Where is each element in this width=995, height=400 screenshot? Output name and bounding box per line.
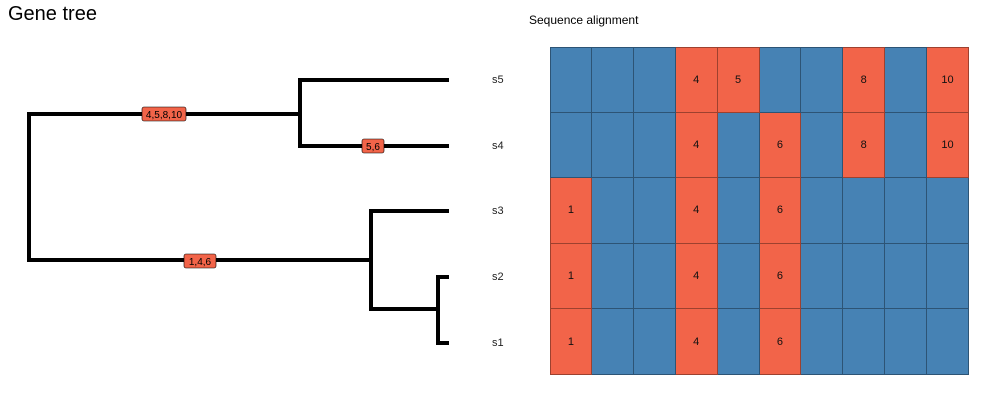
branch-label: 4,5,8,10 [141,106,187,122]
alignment-cell [633,47,676,113]
alignment-cell: 8 [843,47,886,113]
alignment-cell [843,309,886,375]
tip-label: s4 [492,140,504,152]
alignment-cell [591,178,634,244]
alignment-cell [717,243,760,310]
alignment-cell: 6 [759,309,802,375]
alignment-cell [927,178,969,244]
alignment-cell [885,178,928,244]
alignment-cell: 8 [843,112,886,179]
alignment-cell: 6 [759,178,802,244]
alignment-cell [591,309,634,375]
alignment-cell [801,112,844,179]
alignment-cell [550,112,592,179]
alignment-cell [550,47,592,113]
tip-label: s5 [492,74,504,86]
branch-label: 1,4,6 [183,253,217,269]
alignment-cell [633,243,676,310]
alignment-cell: 4 [675,112,718,179]
svg-text:5,6: 5,6 [366,142,380,153]
alignment-cell [591,47,634,113]
alignment-cell: 10 [927,47,969,113]
alignment-cell: 1 [550,309,592,375]
alignment-cell [591,243,634,310]
alignment-cell [717,309,760,375]
alignment-cell [927,243,969,310]
tip-label: s1 [492,337,504,349]
alignment-cell [885,309,928,375]
alignment-cell [801,178,844,244]
alignment-cell [759,47,802,113]
alignment-cell [717,178,760,244]
alignment-cell [633,112,676,179]
svg-text:1,4,6: 1,4,6 [189,257,212,268]
svg-text:4,5,8,10: 4,5,8,10 [146,110,183,121]
alignment-cell [801,243,844,310]
alignment-cell: 4 [675,309,718,375]
alignment-cell: 6 [759,112,802,179]
alignment-cell [633,309,676,375]
alignment-cell [801,47,844,113]
alignment-cell [885,112,928,179]
alignment-cell: 5 [717,47,760,113]
alignment-grid: 4 5 8 10 4 6 8 10 1 4 6 1 4 6 1 4 6 [550,47,969,375]
alignment-cell: 4 [675,243,718,310]
alignment-cell [717,112,760,179]
alignment-cell: 1 [550,178,592,244]
alignment-cell [633,178,676,244]
alignment-cell [885,243,928,310]
tip-label: s2 [492,271,504,283]
tip-label: s3 [492,205,504,217]
alignment-cell [885,47,928,113]
alignment-cell: 10 [927,112,969,179]
alignment-cell [843,178,886,244]
alignment-cell: 4 [675,178,718,244]
alignment-cell: 6 [759,243,802,310]
page-title: Gene tree [8,3,97,25]
alignment-cell: 1 [550,243,592,310]
alignment-cell [927,309,969,375]
alignment-cell: 4 [675,47,718,113]
branch-label: 5,6 [361,138,385,154]
alignment-cell [591,112,634,179]
alignment-cell [843,243,886,310]
alignment-cell [801,309,844,375]
alignment-title: Sequence alignment [529,13,639,27]
